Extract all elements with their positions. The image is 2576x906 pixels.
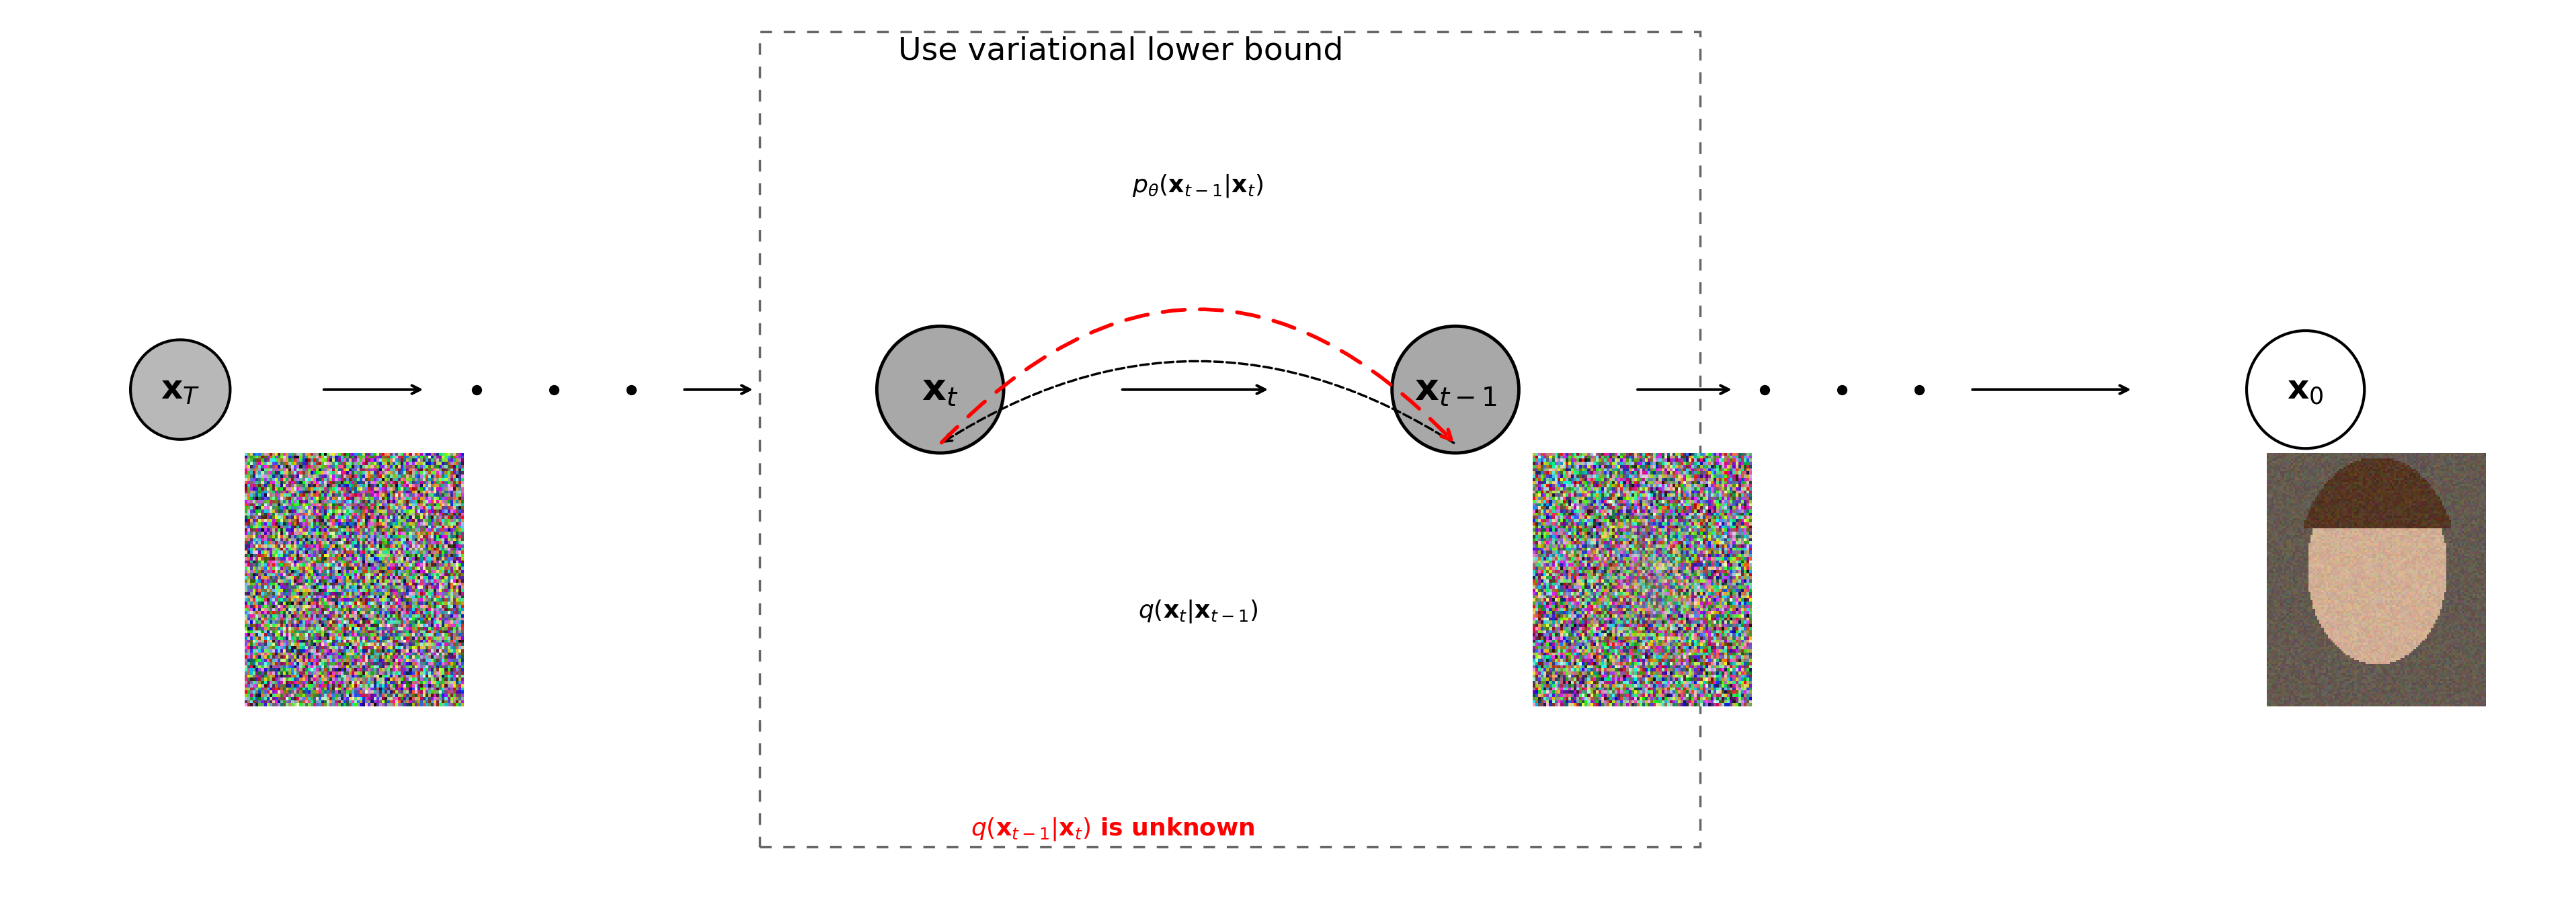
- Text: $\mathbf{x}_t$: $\mathbf{x}_t$: [922, 371, 958, 408]
- Ellipse shape: [876, 326, 1005, 453]
- Text: $p_\theta(\mathbf{x}_{t-1}|\mathbf{x}_t)$: $p_\theta(\mathbf{x}_{t-1}|\mathbf{x}_t)…: [1133, 173, 1262, 198]
- Text: $q(\mathbf{x}_t|\mathbf{x}_{t-1})$: $q(\mathbf{x}_t|\mathbf{x}_{t-1})$: [1139, 599, 1257, 624]
- Ellipse shape: [1391, 326, 1520, 453]
- Ellipse shape: [131, 340, 229, 439]
- Text: $q(\mathbf{x}_{t-1}|\mathbf{x}_t)$ is unknown: $q(\mathbf{x}_{t-1}|\mathbf{x}_t)$ is un…: [971, 816, 1255, 842]
- Ellipse shape: [2246, 331, 2365, 448]
- Text: Use variational lower bound: Use variational lower bound: [899, 36, 1342, 66]
- Text: $\mathbf{x}_0$: $\mathbf{x}_0$: [2287, 373, 2324, 406]
- Text: $\mathbf{x}_{t-1}$: $\mathbf{x}_{t-1}$: [1414, 371, 1497, 408]
- Text: $\mathbf{x}_T$: $\mathbf{x}_T$: [160, 373, 201, 406]
